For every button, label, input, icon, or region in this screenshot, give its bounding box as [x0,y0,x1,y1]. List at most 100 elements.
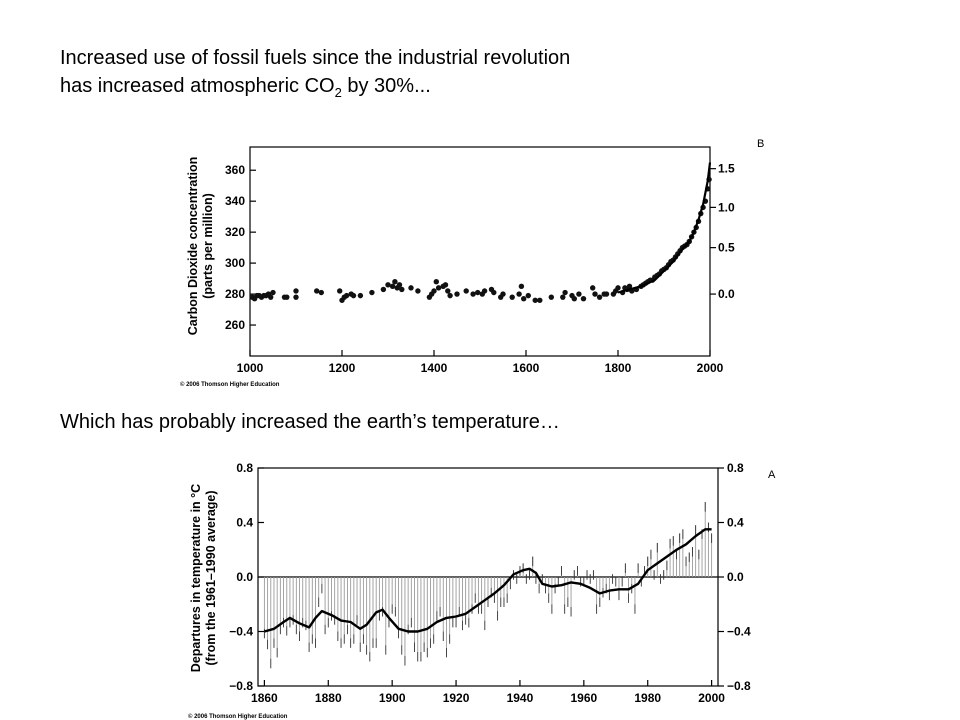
co2-data-point [293,288,299,294]
co2-data-point [350,292,357,299]
co2-data-point [435,285,442,291]
co2-ytick-label: 340 [225,194,245,208]
temperature-chart: 1860 1880 1900 1920 1940 1960 1980 2000 0.8 0.8 0.… [188,461,776,720]
co2-ytick-label: 280 [225,287,245,301]
co2-xtick-label: 1600 [513,361,540,375]
co2-data-point [532,297,538,303]
temp-smoothed-line [264,528,712,633]
heading-co2-line2: has increased atmospheric CO2 by 30%... [60,72,570,107]
temp-xtick-label: 1860 [251,691,278,705]
heading-co2: Increased use of fossil fuels since the … [60,44,570,107]
co2-xtick-label: 1400 [421,361,448,375]
co2-data-point [385,282,391,288]
co2-ylabel-line2: (parts per million) [201,193,215,299]
co2-trend-line [617,162,712,294]
co2-data-point [399,286,405,293]
co2-data-point [491,289,497,296]
co2-ytick-label: 360 [225,163,245,177]
temp-right-tick-label: 0.0 [727,570,744,584]
temp-xtick-label: 2000 [698,691,725,705]
co2-data-point [481,288,488,294]
co2-plot-frame [249,146,711,357]
co2-chart: 1000 1200 1400 1600 1800 2000 260 280 300 320 340 3… [180,138,764,388]
temp-copyright: © 2006 Thomson Higher Education [188,713,288,720]
co2-ytick-label: 260 [225,318,245,332]
co2-data-point [318,289,324,296]
co2-data-point [500,291,506,297]
co2-ytick-label: 320 [225,225,245,239]
co2-data-point [396,282,403,288]
co2-data-point [592,291,598,297]
co2-data-point [596,294,603,300]
co2-xtick-label: 2000 [697,361,724,375]
co2-right-tick-label: 0.0 [718,287,735,301]
co2-data-point [470,291,476,297]
temp-ylabel-line1: Departures in temperature in °C [189,484,203,672]
co2-data-point [314,288,320,294]
co2-data-point [442,282,449,288]
co2-data-point [392,278,398,285]
co2-data-point [537,297,543,303]
co2-data-point [357,292,364,299]
temp-xtick-label: 1940 [507,691,534,705]
co2-right-tick-label: 0.5 [718,241,735,255]
temp-right-tick-label: −0.4 [727,625,751,639]
heading-co2-line1: Increased use of fossil fuels since the … [60,47,571,69]
co2-data-point [562,289,568,296]
co2-data-point [580,296,587,302]
co2-data-point [369,289,375,296]
co2-data-point [626,283,633,290]
temp-xtick-label: 1920 [443,691,470,705]
co2-data-point [516,291,522,297]
co2-data-point [521,296,527,302]
co2-data-point [337,288,343,294]
temp-xtick-label: 1960 [570,691,597,705]
co2-data-point [463,288,469,294]
co2-panel-label: B [757,138,764,150]
temp-right-tick-label: 0.4 [727,516,744,530]
co2-right-tick-label: 1.5 [718,162,735,176]
co2-xtick-label: 1800 [605,361,632,375]
co2-data-point [576,291,582,297]
co2-data-point [389,283,396,290]
co2-data-point [431,288,437,294]
co2-data-point [615,285,621,291]
temp-right-tick-label: −0.8 [727,679,751,693]
co2-xtick-label: 1000 [237,361,264,375]
co2-data-point [509,294,515,300]
temp-xtick-label: 1980 [634,691,661,705]
heading-co2-subscript: 2 [334,85,342,100]
co2-data-point [415,288,421,294]
heading-co2-line2-tail: by 30%... [341,75,431,97]
co2-data-point [408,285,414,291]
co2-data-point [268,294,274,300]
temp-panel-label: A [768,469,776,481]
co2-data-point [284,294,290,300]
co2-data-point [475,289,481,296]
temp-ytick-label: −0.4 [229,625,253,639]
co2-ylabel-line1: Carbon Dioxide concentration [186,157,200,336]
co2-xtick-label: 1200 [329,361,356,375]
heading-co2-line2-text: has increased atmospheric CO [60,75,335,97]
co2-data-point [518,283,525,290]
temp-right-tick-label: 0.8 [727,461,744,475]
co2-data-point [380,286,387,293]
co2-data-point [548,294,554,300]
co2-data-point [293,294,299,300]
co2-right-tick-label: 1.0 [718,200,735,214]
temp-ytick-label: 0.8 [236,461,253,475]
co2-data-point [447,292,453,299]
co2-data-point [590,285,596,291]
co2-data-point [445,288,451,294]
co2-ytick-label: 300 [225,256,245,270]
temp-ylabel-line2: (from the 1961–1990 average) [204,490,218,665]
co2-data-point [525,292,531,299]
co2-data-point [571,296,577,302]
temp-ytick-label: 0.0 [236,570,253,584]
co2-data-point [343,292,350,299]
co2-copyright: © 2006 Thomson Higher Education [180,381,280,388]
co2-data-point [560,294,566,300]
co2-data-point [270,289,276,296]
temp-ytick-label: −0.8 [229,679,253,693]
co2-data-point [454,291,460,297]
